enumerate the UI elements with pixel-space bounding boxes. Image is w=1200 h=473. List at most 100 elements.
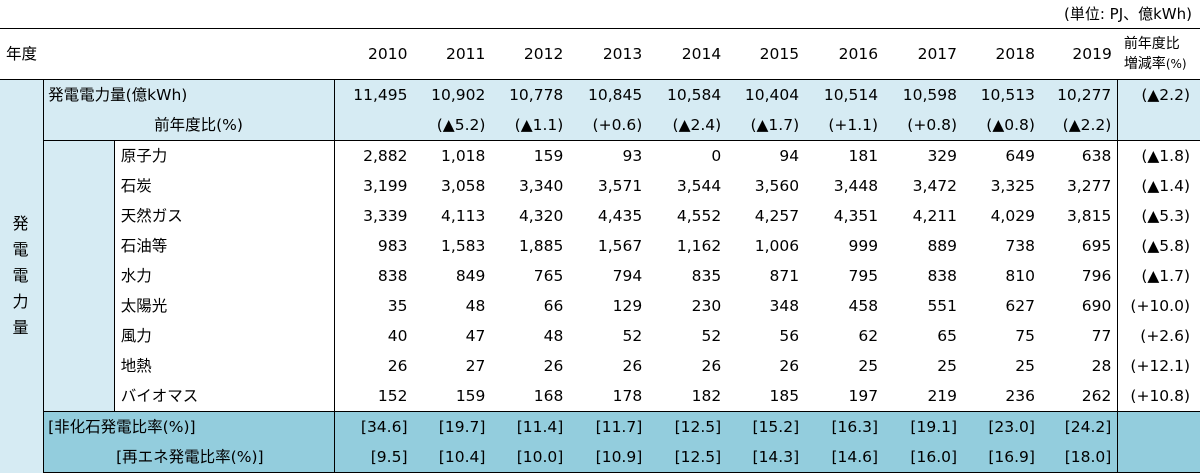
value-cell: [24.2] (1040, 411, 1118, 442)
yoy-label: 前年度比(%) (43, 110, 335, 141)
year-header: 2010 (334, 28, 414, 80)
value-cell: 458 (848, 297, 879, 315)
source-label: 原子力 (120, 147, 168, 165)
value-cell: [15.2] (727, 411, 806, 442)
year-header: 2014 (648, 28, 728, 80)
value-cell: 2,882 (334, 140, 414, 171)
value-cell: 75 (1015, 327, 1035, 345)
yoy-row: 前年度比(%) (▲5.2) (▲1.1) (+0.6) (▲2.4) (▲1.7) (+1… (0, 110, 1200, 141)
value-cell: 3,058 (441, 177, 486, 195)
rate-cell: (+2.6) (1117, 321, 1200, 351)
table-body: 年度 2010 2011 2012 2013 2014 2015 2016 2017 2018 20… (0, 28, 1200, 473)
value-cell: 25 (1015, 357, 1035, 375)
header-row: 年度 2010 2011 2012 2013 2014 2015 2016 2017 2018 20… (0, 28, 1200, 80)
value-cell: 329 (927, 147, 958, 165)
value-cell: 62 (858, 327, 879, 345)
value-cell: 889 (927, 237, 958, 255)
value-cell: (▲1.1) (491, 110, 570, 141)
value-cell: 1,583 (441, 237, 486, 255)
value-cell: 690 (1081, 297, 1112, 315)
value-cell: (▲0.8) (963, 110, 1041, 141)
rate-header: 前年度比 増減率(%) (1117, 28, 1200, 80)
value-cell: 10,514 (805, 79, 885, 110)
value-cell: 695 (1081, 237, 1112, 255)
rate-cell: (+10.0) (1117, 291, 1200, 321)
year-header: 2017 (884, 28, 964, 80)
value-cell: (▲2.2) (1040, 110, 1118, 141)
value-cell: 47 (465, 327, 486, 345)
value-cell: 152 (334, 381, 414, 412)
value-cell: [34.6] (334, 411, 414, 442)
value-cell: 1,885 (518, 237, 564, 255)
value-cell: 871 (769, 267, 800, 285)
value-cell: 52 (701, 327, 722, 345)
sub-indent (43, 140, 115, 412)
value-cell: 3,571 (597, 177, 643, 195)
rate-header-unit: (%) (1165, 57, 1187, 71)
value-cell: 129 (612, 297, 643, 315)
value-cell: 4,113 (441, 207, 486, 225)
value-cell: 25 (858, 357, 879, 375)
value-cell: [16.3] (805, 411, 885, 442)
value-cell: 93 (622, 147, 643, 165)
nonfossil-row: [非化石発電比率(%)] [34.6] [19.7] [11.4] [11.7] [12.… (0, 411, 1200, 442)
source-row: 太陽光 35 48 66 129 230 348 458 551 627 690 (+10.0) (0, 291, 1200, 321)
value-cell: 10,902 (413, 79, 492, 110)
value-cell: 3,325 (990, 177, 1035, 195)
value-cell: 52 (622, 327, 643, 345)
source-label: 水力 (120, 267, 152, 285)
side-label: 発電電力量 (0, 79, 45, 473)
side-label-char: 電 (12, 240, 29, 260)
source-row: 原子力 2,882 1,018 159 93 0 94 181 329 649 638 (▲1.8) (0, 140, 1200, 412)
value-cell: 168 (533, 387, 564, 405)
value-cell: 627 (1005, 297, 1035, 315)
value-cell: 94 (779, 147, 800, 165)
value-cell: 182 (691, 387, 722, 405)
value-cell: [16.9] (963, 442, 1041, 473)
value-cell: 26 (622, 357, 643, 375)
value-cell: [23.0] (963, 411, 1041, 442)
value-cell: (▲1.7) (727, 110, 806, 141)
rate-cell (1117, 442, 1200, 473)
value-cell: [10.9] (569, 442, 649, 473)
rate-header-line2: 増減率(%) (1124, 54, 1194, 74)
value-cell: 348 (769, 297, 800, 315)
rate-cell: (▲1.4) (1117, 171, 1200, 201)
value-cell: 4,351 (833, 207, 879, 225)
value-cell: 796 (1081, 267, 1112, 285)
rate-cell: (▲1.7) (1117, 261, 1200, 291)
value-cell: 1,018 (441, 147, 486, 165)
value-cell: [12.5] (648, 442, 728, 473)
value-cell: 40 (334, 321, 414, 351)
value-cell: 1,567 (597, 237, 643, 255)
rate-cell: (▲5.8) (1117, 231, 1200, 261)
value-cell: 26 (543, 357, 564, 375)
value-cell: 230 (691, 297, 722, 315)
value-cell: 185 (769, 387, 800, 405)
value-cell: [18.0] (1040, 442, 1118, 473)
rate-cell: (+12.1) (1117, 351, 1200, 381)
value-cell: 3,472 (912, 177, 958, 195)
source-label: 天然ガス (120, 207, 183, 225)
rate-header-text: 増減率 (1123, 56, 1166, 72)
year-header: 2016 (805, 28, 885, 80)
value-cell: 3,815 (1066, 207, 1112, 225)
source-row: バイオマス 152 159 168 178 182 185 197 219 236 262 (+10.… (0, 381, 1200, 412)
value-cell: 10,277 (1040, 79, 1118, 110)
value-cell: 28 (1091, 357, 1112, 375)
value-cell: 48 (465, 297, 486, 315)
nonfossil-label: [非化石発電比率(%)] (43, 411, 335, 442)
year-header: 2019 (1040, 28, 1118, 80)
value-cell: [14.6] (805, 442, 885, 473)
source-label: 風力 (120, 327, 152, 345)
year-header: 2015 (727, 28, 806, 80)
value-cell: 4,552 (676, 207, 722, 225)
value-cell: 638 (1081, 147, 1112, 165)
value-cell: 3,448 (833, 177, 879, 195)
value-cell: 10,778 (491, 79, 570, 110)
value-cell: 551 (927, 297, 958, 315)
source-row: 石油等 983 1,583 1,885 1,567 1,162 1,006 999 889 738… (0, 231, 1200, 261)
value-cell: 48 (543, 327, 564, 345)
source-label: 石炭 (120, 177, 152, 195)
value-cell: 3,340 (518, 177, 564, 195)
